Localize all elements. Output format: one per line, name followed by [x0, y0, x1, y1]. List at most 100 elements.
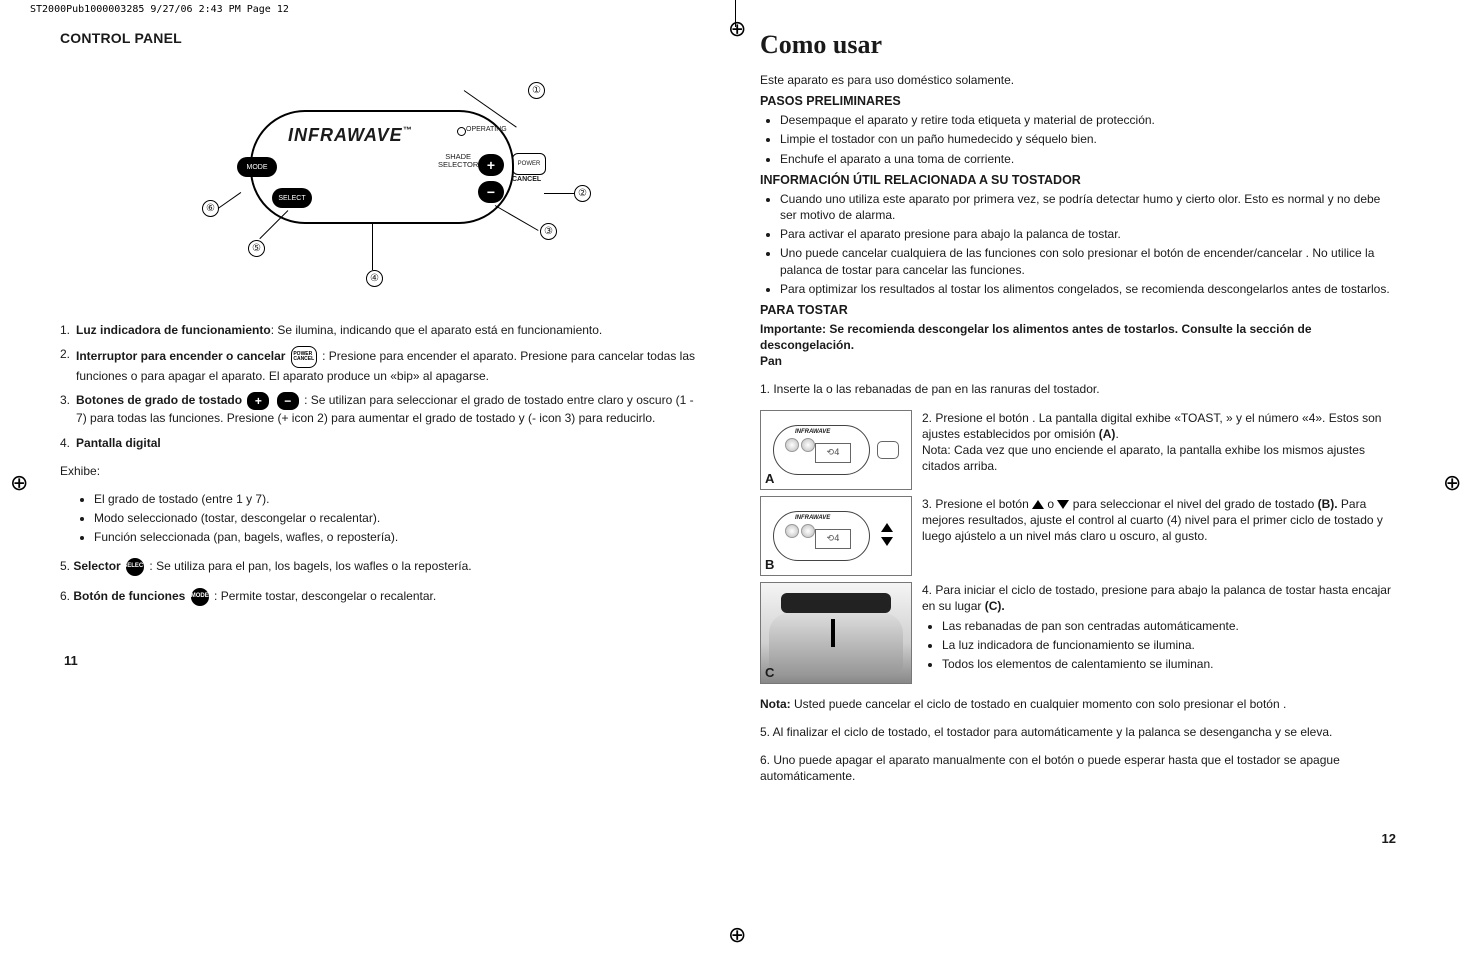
- info-text: Uno puede cancelar cualquiera de las fun…: [780, 246, 1374, 276]
- como-usar-title: Como usar: [760, 30, 1400, 60]
- pasos-item: Desempaque el aparato y retire toda etiq…: [780, 112, 1400, 128]
- panel-a-image: INFRAWAVE ⟲4 A: [760, 410, 912, 490]
- step-text: Presione el botón: [935, 497, 1032, 511]
- mini-brand: INFRAWAVE: [795, 429, 830, 435]
- item-label: Botón de funciones: [73, 589, 185, 603]
- panel-letter-a: A: [765, 471, 774, 486]
- panel-c-bullet: Las rebanadas de pan son centradas autom…: [942, 618, 1400, 634]
- registration-mark-bottom: [728, 922, 750, 944]
- callout-6: ⑥: [202, 200, 219, 217]
- exhibit-item: El grado de tostado (entre 1 y 7).: [94, 491, 700, 507]
- down-triangle-icon: [1057, 500, 1069, 509]
- info-item: Para optimizar los resultados al tostar …: [780, 281, 1400, 297]
- panel-c-row: C 4. Para iniciar el ciclo de tostado, p…: [760, 582, 1400, 684]
- shade-selector-label: SHADESELECTOR: [438, 153, 478, 169]
- feature-item-2: 2. Interruptor para encender o cancelar …: [60, 346, 700, 384]
- step-num: 3.: [922, 497, 932, 511]
- feature-list: 1. Luz indicadora de funcionamiento: Se …: [60, 322, 700, 451]
- power-cancel-icon: POWERCANCEL: [291, 346, 317, 368]
- item-label: Luz indicadora de funcionamiento: [76, 323, 271, 337]
- bold-ref: (A): [1099, 427, 1116, 441]
- select-button: SELECT: [272, 188, 312, 208]
- panel-letter-c: C: [765, 665, 774, 680]
- callout-line-6: [218, 192, 242, 209]
- pasos-item: Limpie el tostador con un paño humedecid…: [780, 131, 1400, 147]
- exhibit-item: Modo seleccionado (tostar, descongelar o…: [94, 510, 700, 526]
- registration-mark-left: [10, 470, 32, 492]
- item-label: Botones de grado de tostado: [76, 394, 242, 408]
- control-panel-title: CONTROL PANEL: [60, 30, 700, 46]
- panel-c-bullets: Las rebanadas de pan son centradas autom…: [922, 618, 1400, 673]
- operating-led: [457, 127, 466, 136]
- minus-button: −: [478, 181, 504, 203]
- pasos-list: Desempaque el aparato y retire toda etiq…: [760, 112, 1400, 167]
- item-label: Pantalla digital: [76, 436, 161, 450]
- item-label: Interruptor para encender o cancelar: [76, 349, 285, 363]
- callout-line-4: [372, 222, 373, 270]
- item-num: 4.: [60, 435, 70, 451]
- plus-button: +: [478, 154, 504, 176]
- callout-3: ③: [540, 223, 557, 240]
- page-right: Como usar Este aparato es para uso domés…: [760, 30, 1400, 796]
- nota-label: Nota:: [760, 697, 791, 711]
- operating-label: OPERATING: [466, 126, 507, 133]
- item-text: : Se ilumina, indicando que el aparato e…: [271, 323, 603, 337]
- step-1: 1. Inserte la o las rebanadas de pan en …: [760, 381, 1400, 397]
- callout-2: ②: [574, 185, 591, 202]
- mini-display-b: ⟲4: [815, 529, 851, 549]
- pasos-heading: PASOS PRELIMINARES: [760, 94, 1400, 108]
- up-triangle-icon: [1032, 500, 1044, 509]
- exhibits-label: Exhibe:: [60, 463, 700, 479]
- select-icon: SELECT: [126, 558, 144, 576]
- nota-text: Usted puede cancelar el ciclo de tostado…: [791, 697, 1287, 711]
- page-left: CONTROL PANEL INFRAWAVE™ OPERATING SHADE…: [60, 30, 700, 618]
- callout-line-2: [544, 193, 574, 194]
- step-text: Presione el botón . La pantalla digital …: [922, 411, 1381, 441]
- brand-logo: INFRAWAVE™: [288, 125, 413, 146]
- panel-a-text: 2. Presione el botón . La pantalla digit…: [922, 410, 1400, 490]
- feature-item-3: 3. Botones de grado de tostado + − : Se …: [60, 392, 700, 426]
- info-list: Cuando uno utiliza este aparato por prim…: [760, 191, 1400, 297]
- panel-a-row: INFRAWAVE ⟲4 A 2. Presione el botón . La…: [760, 410, 1400, 490]
- panel-a-note: Nota: Cada vez que uno enciende el apara…: [922, 443, 1365, 473]
- exhibit-item: Función seleccionada (pan, bagels, wafle…: [94, 529, 700, 545]
- callout-4: ④: [366, 270, 383, 287]
- step-text: o: [1044, 497, 1057, 511]
- panel-letter-b: B: [765, 557, 774, 572]
- mini-display-a: ⟲4: [815, 443, 851, 463]
- exhibits-list: El grado de tostado (entre 1 y 7). Modo …: [74, 491, 700, 546]
- bold-ref: (C).: [985, 599, 1005, 613]
- feature-item-4: 4. Pantalla digital: [60, 435, 700, 451]
- registration-mark-right: [1443, 470, 1465, 492]
- panel-b-image: INFRAWAVE ⟲4 B: [760, 496, 912, 576]
- step-5: 5. Al finalizar el ciclo de tostado, el …: [760, 724, 1400, 740]
- panel-c-bullet: La luz indicadora de funcionamiento se i…: [942, 637, 1400, 653]
- panel-c-text: 4. Para iniciar el ciclo de tostado, pre…: [922, 582, 1400, 684]
- step-text: para seleccionar el nivel del grado de t…: [1069, 497, 1317, 511]
- pan-label: Pan: [760, 353, 1400, 369]
- panel-c-image: C: [760, 582, 912, 684]
- item-label: Selector: [73, 559, 120, 573]
- item-num: 6.: [60, 589, 70, 603]
- item-text: : Permite tostar, descongelar o recalent…: [214, 589, 436, 603]
- cancel-label: CANCEL: [512, 176, 541, 183]
- control-panel-diagram: INFRAWAVE™ OPERATING SHADESELECTOR MODE …: [160, 60, 600, 300]
- info-item: Para activar el aparato presione para ab…: [780, 226, 1400, 242]
- page-number-right: 12: [1382, 831, 1396, 846]
- item-num: 2.: [60, 346, 70, 384]
- step-6: 6. Uno puede apagar el aparato manualmen…: [760, 752, 1400, 784]
- feature-item-6: 6. Botón de funciones MODE : Permite tos…: [60, 588, 700, 606]
- feature-item-1: 1. Luz indicadora de funcionamiento: Se …: [60, 322, 700, 338]
- panel-b-row: INFRAWAVE ⟲4 B 3. Presione el botón o pa…: [760, 496, 1400, 576]
- power-button: POWER: [512, 153, 546, 175]
- panel-b-text: 3. Presione el botón o para seleccionar …: [922, 496, 1400, 576]
- file-header: ST2000Pub1000003285 9/27/06 2:43 PM Page…: [30, 4, 289, 15]
- info-item: Uno puede cancelar cualquiera de las fun…: [780, 245, 1400, 277]
- callout-1: ①: [528, 82, 545, 99]
- intro-text: Este aparato es para uso doméstico solam…: [760, 72, 1400, 88]
- item-num: 1.: [60, 322, 70, 338]
- plus-icon: +: [247, 392, 269, 410]
- mini-brand: INFRAWAVE: [795, 515, 830, 521]
- item-text: : Se utiliza para el pan, los bagels, lo…: [149, 559, 471, 573]
- minus-icon: −: [277, 392, 299, 410]
